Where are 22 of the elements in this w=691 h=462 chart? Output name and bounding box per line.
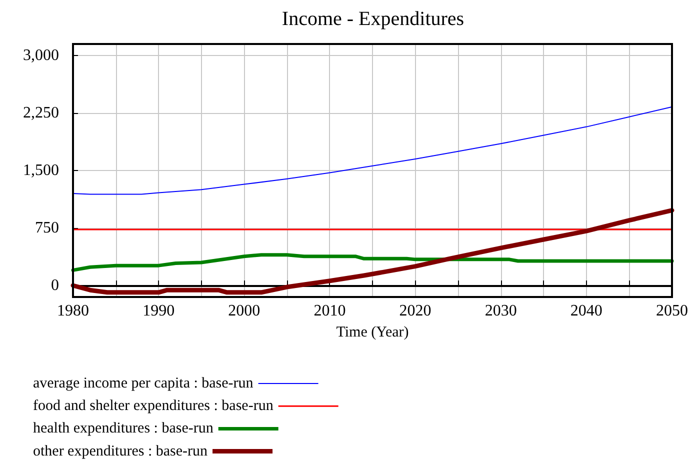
- x-tick-label: 2030: [484, 302, 517, 320]
- y-tick-label: 3,000: [23, 47, 59, 64]
- y-tick-label: 1,500: [23, 162, 59, 179]
- x-tick-label: 2000: [228, 302, 260, 320]
- legend-label: average income per capita : base-run: [32, 376, 254, 392]
- x-axis-title: Time (Year): [336, 324, 409, 340]
- y-tick-label: 2,250: [23, 104, 59, 122]
- y-tick-label: 750: [35, 220, 59, 236]
- x-tick-label: 1990: [142, 302, 175, 320]
- legend-label: other expenditures : base-run: [32, 443, 208, 460]
- x-tick-label: 2010: [314, 302, 346, 320]
- chart-title: Income - Expenditures: [282, 8, 464, 30]
- line-series: [70, 208, 674, 295]
- line-series: [72, 106, 672, 195]
- y-tick-label: 0: [51, 277, 59, 294]
- legend-label: food and shelter expenditures : base-run: [32, 398, 274, 414]
- x-tick-label: 1980: [57, 302, 89, 320]
- x-tick-label: 2040: [570, 302, 602, 320]
- x-tick-label: 2020: [399, 302, 432, 320]
- line-series: [71, 253, 674, 272]
- legend-label: health expenditures : base-run: [32, 420, 214, 437]
- x-tick-label: 2050: [656, 302, 688, 320]
